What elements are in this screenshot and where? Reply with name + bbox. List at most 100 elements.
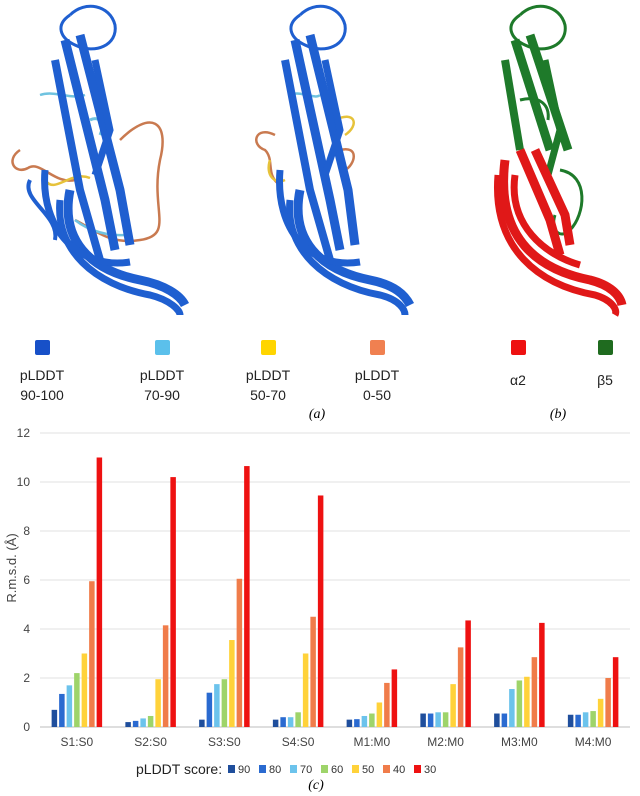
bar xyxy=(96,457,103,727)
bar xyxy=(280,717,286,727)
chart-legend-swatch xyxy=(321,765,328,773)
bar xyxy=(89,581,95,727)
bar xyxy=(170,477,176,727)
x-tick-label: S4:S0 xyxy=(282,735,315,749)
rmsd-bar-chart: 0 2 4 6 8 10 12 S1:S0 S2:S0 S3:S0 S4:S0 M1:M0 M2:M0… xyxy=(4,426,630,777)
x-tick-label: S1:S0 xyxy=(61,735,94,749)
chart-legend-item: 80 xyxy=(259,764,281,776)
y-tick-label: 0 xyxy=(23,720,30,734)
chart-gridlines xyxy=(40,432,630,728)
bar xyxy=(391,669,398,727)
legend-a-label-line1: pLDDT xyxy=(355,367,400,383)
chart-legend-item: 90 xyxy=(228,764,250,776)
bar xyxy=(465,620,471,727)
bar xyxy=(317,495,324,727)
bar xyxy=(206,692,213,727)
bar xyxy=(140,718,146,727)
legend-b-item: β5 xyxy=(597,340,613,388)
bar xyxy=(354,719,360,727)
bar-group xyxy=(51,457,103,727)
y-tick-label: 8 xyxy=(23,524,30,538)
bar xyxy=(605,678,611,727)
bar xyxy=(582,712,589,727)
bar xyxy=(74,673,80,727)
bar-group xyxy=(272,495,324,727)
chart-legend-item: 60 xyxy=(321,764,343,776)
chart-y-ticks: 0 2 4 6 8 10 12 xyxy=(17,426,31,734)
bar xyxy=(59,693,65,727)
chart-legend-swatch xyxy=(290,765,297,773)
bar xyxy=(221,679,228,727)
structure-a-trimmed xyxy=(255,4,415,316)
bar xyxy=(229,640,235,727)
legend-a-label-line1: pLDDT xyxy=(20,367,65,383)
chart-legend-label: 30 xyxy=(424,764,436,776)
bar xyxy=(524,676,530,727)
y-tick-label: 12 xyxy=(17,426,31,440)
chart-legend-label: 90 xyxy=(238,764,250,776)
y-tick-label: 4 xyxy=(23,622,30,636)
legend-b-swatch xyxy=(598,340,613,355)
x-tick-label: M4:M0 xyxy=(575,735,612,749)
chart-legend-label: 80 xyxy=(269,764,281,776)
bar xyxy=(575,714,581,727)
bar xyxy=(457,647,464,727)
bar xyxy=(384,682,390,727)
legend-a-label-line2: 0-50 xyxy=(363,387,391,403)
legend-a-label-line2: 70-90 xyxy=(144,387,180,403)
bar xyxy=(125,722,131,727)
chart-legend-item: 70 xyxy=(290,764,312,776)
chart-x-ticks: S1:S0 S2:S0 S3:S0 S4:S0 M1:M0 M2:M0 M3:M0 M4:M0 xyxy=(61,735,612,749)
bar-group xyxy=(346,669,398,727)
chart-legend-item: 40 xyxy=(383,764,405,776)
y-tick-label: 10 xyxy=(17,475,31,489)
chart-legend-swatch xyxy=(352,765,359,773)
x-tick-label: M1:M0 xyxy=(354,735,391,749)
x-tick-label: M3:M0 xyxy=(501,735,538,749)
chart-bars xyxy=(51,457,619,727)
legend-a-item: pLDDT 90-100 xyxy=(20,340,65,403)
y-tick-label: 6 xyxy=(23,573,30,587)
bar xyxy=(147,715,154,727)
legend-a-item: pLDDT 0-50 xyxy=(355,340,400,403)
bar xyxy=(361,715,368,727)
bar xyxy=(51,709,58,727)
legend-a-item: pLDDT 50-70 xyxy=(246,340,291,403)
chart-legend-label: 40 xyxy=(393,764,405,776)
structure-a-full xyxy=(11,4,190,316)
legend-b: α2 β5 xyxy=(510,340,613,388)
bar xyxy=(199,719,205,727)
bar xyxy=(442,712,449,727)
bar-group xyxy=(567,657,619,727)
y-tick-label: 2 xyxy=(23,671,30,685)
bar xyxy=(501,713,508,727)
chart-legend-label: 60 xyxy=(331,764,343,776)
chart-legend-swatch xyxy=(414,765,421,773)
bar-group xyxy=(199,466,250,727)
caption-c: (c) xyxy=(308,778,324,793)
legend-a-swatch xyxy=(261,340,276,355)
legend-b-label: β5 xyxy=(597,372,613,388)
legend-a-swatch xyxy=(35,340,50,355)
bar xyxy=(287,717,294,727)
bar xyxy=(155,679,161,727)
bar xyxy=(590,711,596,727)
bar xyxy=(346,719,353,727)
legend-a: pLDDT 90-100 pLDDT 70-90 pLDDT 50-70 pLDDT 0-50 xyxy=(20,340,400,403)
y-axis-label: R.m.s.d. (Å) xyxy=(4,533,19,602)
legend-a-label-line2: 50-70 xyxy=(250,387,286,403)
legend-a-label-line2: 90-100 xyxy=(20,387,64,403)
bar xyxy=(494,713,500,727)
x-tick-label: S2:S0 xyxy=(134,735,167,749)
bar xyxy=(295,712,301,727)
chart-legend-label: 50 xyxy=(362,764,374,776)
bar-group xyxy=(420,620,471,727)
bar xyxy=(376,702,383,727)
bar xyxy=(450,684,456,727)
caption-a: (a) xyxy=(309,407,326,422)
structure-b xyxy=(494,4,627,317)
bar xyxy=(427,713,434,727)
legend-b-swatch xyxy=(511,340,526,355)
legend-a-item: pLDDT 70-90 xyxy=(140,340,185,403)
